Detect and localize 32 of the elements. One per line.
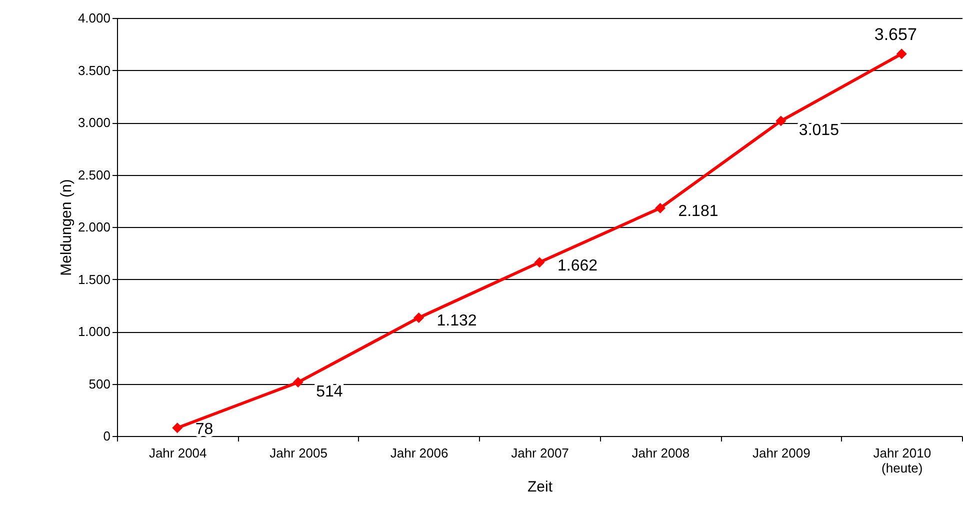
y-tick-label: 500 xyxy=(88,376,110,392)
x-tick-label: Jahr 2006 xyxy=(390,446,448,460)
y-tick-label: 1.500 xyxy=(78,272,110,287)
x-axis-title: Zeit xyxy=(527,478,554,496)
x-tick-label: Jahr 2005 xyxy=(270,446,328,460)
point xyxy=(654,202,666,214)
x-tick-label: Jahr 2010 (heute) xyxy=(873,446,932,476)
y-tick-label: 2.000 xyxy=(78,220,110,234)
point xyxy=(414,312,424,323)
data-label: 78 xyxy=(195,420,214,438)
y-axis-title: Meldungen (n) xyxy=(58,179,75,276)
y-tick-label: 0 xyxy=(103,428,110,444)
point xyxy=(776,116,786,126)
data-label: 3.015 xyxy=(798,122,840,139)
data-label: 1.132 xyxy=(436,312,477,330)
x-tick-label: Jahr 2009 xyxy=(752,446,810,460)
point xyxy=(896,48,907,60)
y-tick-label: 3.000 xyxy=(78,115,110,130)
data-label: 514 xyxy=(316,383,343,400)
y-tick-label: 4.000 xyxy=(78,10,110,26)
x-tick-label: Jahr 2004 xyxy=(148,446,207,460)
x-tick-label: Jahr 2007 xyxy=(511,446,569,460)
y-tick-label: 2.500 xyxy=(78,167,110,182)
point xyxy=(172,422,183,434)
data-label: 2.181 xyxy=(678,203,718,220)
x-tick-label: Jahr 2008 xyxy=(632,446,690,460)
y-tick-label: 1.000 xyxy=(78,324,110,339)
data-label: 3.657 xyxy=(874,24,917,44)
point xyxy=(534,257,545,268)
data-label: 1.662 xyxy=(558,257,598,274)
y-tick-label: 3.500 xyxy=(78,62,110,78)
point xyxy=(292,377,304,388)
